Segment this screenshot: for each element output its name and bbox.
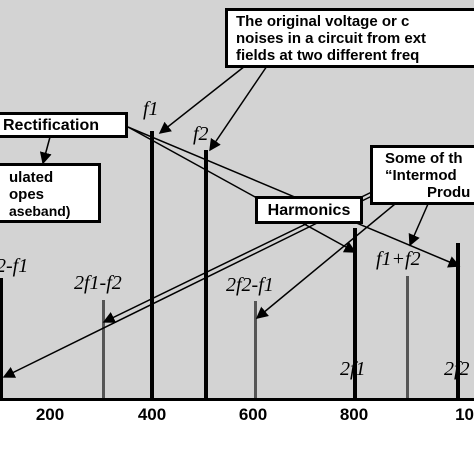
arrow-original-to-f1: [158, 65, 246, 134]
demodulated-line-1: ulated: [9, 169, 54, 186]
spectral-line-baseband: [0, 278, 3, 400]
spectral-line-2f2-f1: [254, 301, 257, 400]
arrow-original-to-f2: [209, 65, 268, 152]
harmonics-label: Harmonics: [267, 202, 351, 219]
demodulated-line-2: opes: [9, 186, 45, 203]
original-callout-line-3: fields at two different freq: [236, 47, 420, 64]
spectral-line-f2: [204, 150, 208, 400]
tick-label-1000: 1000: [455, 405, 474, 424]
arrow-intermod-to-baseband: [2, 195, 373, 378]
arrow-rectification-to-2f1: [127, 126, 357, 253]
demodulated-line-3: aseband): [9, 203, 71, 219]
arrow-rectification-to-demodulated: [39, 136, 52, 165]
spectral-line-2f2: [456, 243, 460, 400]
intermod-line-1: Some of th: [385, 150, 463, 167]
original-signal-callout: The original voltage or c noises in a ci…: [225, 8, 474, 68]
spectral-line-2f1-f2: [102, 300, 105, 400]
label-f1: f1: [143, 98, 159, 120]
spectral-line-f1-plus-f2: [406, 276, 409, 400]
tick-label-800: 800: [339, 405, 369, 424]
label-2f2: 2f2: [444, 358, 470, 380]
demodulated-callout: ulated opes aseband): [0, 163, 101, 223]
x-axis-line: [0, 398, 474, 401]
original-callout-line-1: The original voltage or c: [236, 13, 410, 30]
spectral-line-f1: [150, 131, 154, 400]
label-2f1-minus-f2: 2f1-f2: [74, 272, 122, 294]
label-f2: f2: [193, 123, 209, 145]
arrow-intermod-to-2f2-f1: [255, 203, 396, 319]
intermodulation-callout: Some of th “Intermod Produ: [370, 145, 474, 205]
label-2f2-minus-f1: 2f2-f1: [226, 274, 274, 296]
tick-label-600: 600: [238, 405, 268, 424]
arrow-intermod-to-f1-plus-f2: [408, 203, 429, 247]
intermod-line-3: Produ: [427, 184, 471, 201]
tick-label-200: 200: [35, 405, 65, 424]
label-f2-minus-f1-baseband: 2-f1: [0, 255, 29, 277]
label-2f1: 2f1: [340, 358, 366, 380]
original-callout-line-2: noises in a circuit from ext: [236, 30, 427, 47]
tick-label-400: 400: [137, 405, 167, 424]
label-f1-plus-f2: f1+f2: [376, 248, 421, 270]
intermod-line-2: “Intermod: [385, 167, 457, 184]
rectification-label: Rectification: [3, 117, 100, 134]
rectification-callout: Rectification: [0, 112, 128, 138]
harmonics-callout: Harmonics: [255, 196, 363, 224]
spectral-line-2f1: [353, 228, 357, 400]
